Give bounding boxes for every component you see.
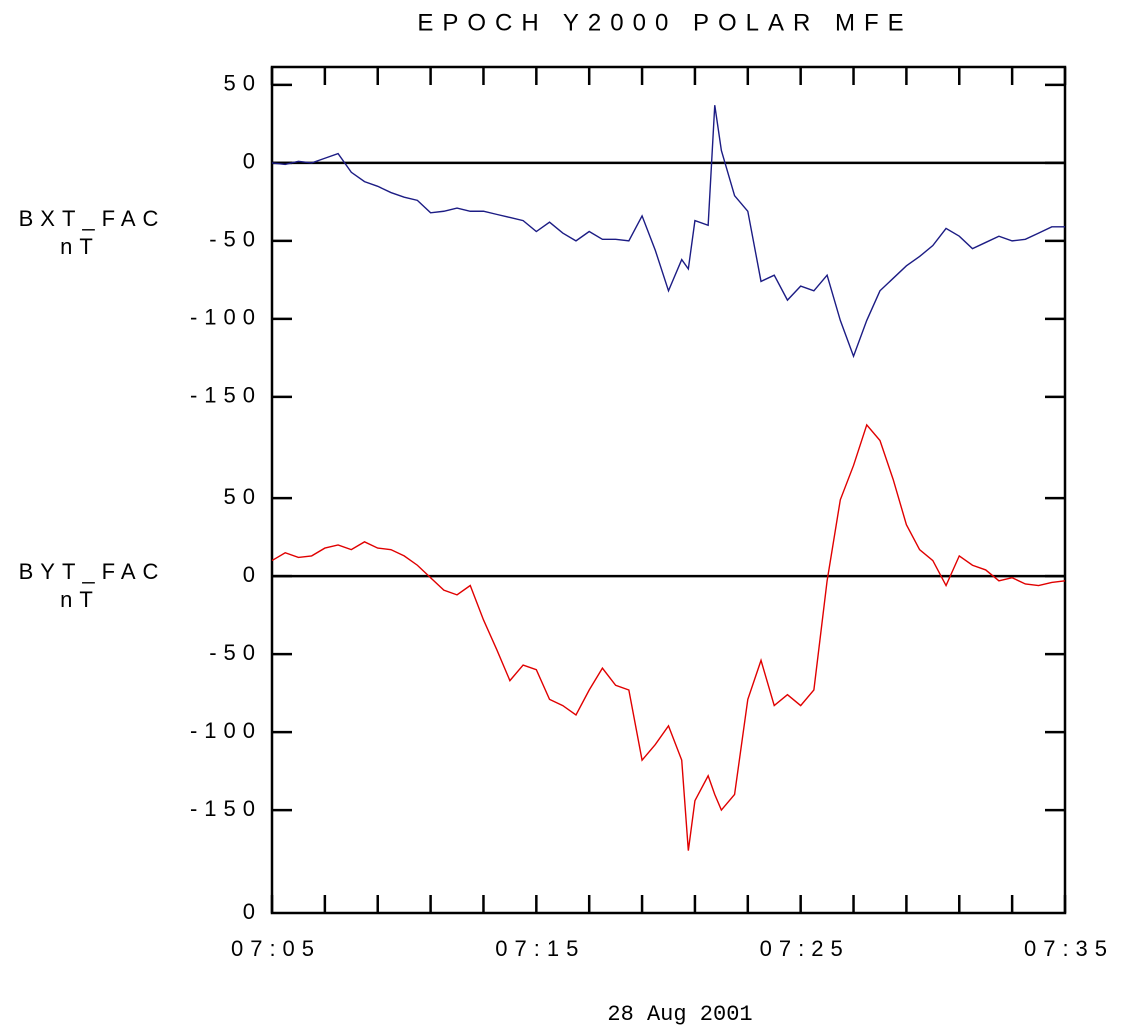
y-tick-label: -100: [190, 718, 262, 743]
data-line: [271, 105, 1065, 359]
y-axis-label: BYT_FAC: [19, 559, 166, 584]
y-tick-label: 0: [243, 562, 262, 587]
plot-frame: [270, 65, 1067, 915]
x-axis-label: 28 Aug 2001: [607, 1002, 752, 1027]
x-tick-label: 07:35: [1024, 936, 1114, 961]
y-tick-label: 0: [243, 149, 262, 174]
y-tick-label: -150: [190, 796, 262, 821]
x-tick-label: 07:05: [231, 936, 321, 961]
chart-title: EPOCH Y2000 POLAR MFE: [417, 9, 912, 36]
y-tick-label: -50: [209, 227, 262, 252]
x-tick-label: 07:25: [760, 936, 850, 961]
y-tick-label: 50: [224, 71, 262, 96]
x-tick-label: 07:15: [495, 936, 585, 961]
y-axis-unit: nT: [60, 587, 100, 612]
y-tick-label: -50: [209, 640, 262, 665]
y-tick-label: 50: [224, 484, 262, 509]
y-axis-label: BXT_FAC: [19, 206, 166, 231]
data-line: [271, 423, 1066, 851]
corner-label: 0: [243, 899, 262, 924]
y-axis-unit: nT: [60, 234, 100, 259]
y-tick-label: -150: [190, 383, 262, 408]
y-tick-label: -100: [190, 305, 262, 330]
